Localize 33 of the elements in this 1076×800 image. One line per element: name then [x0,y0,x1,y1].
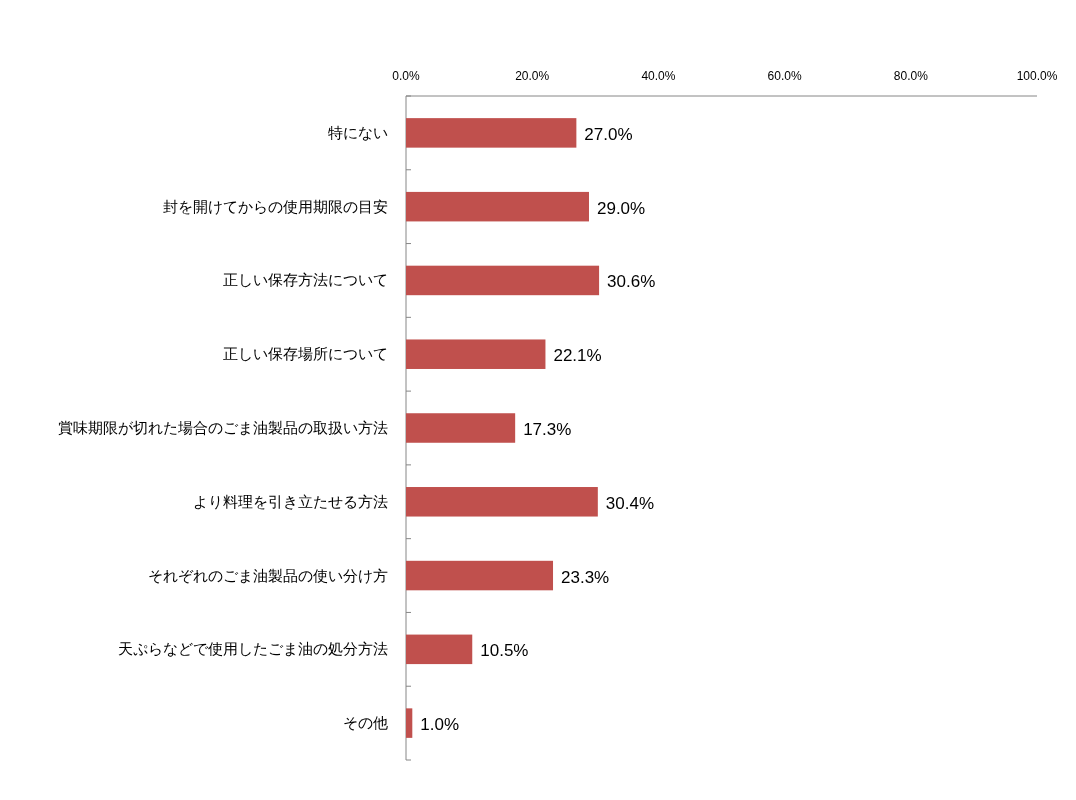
data-label: 22.1% [553,346,602,366]
bar [406,413,516,443]
y-tick-label: 特にない [328,123,388,141]
y-tick-label: それぞれのごま油製品の使い分け方 [148,566,388,584]
bar [406,634,473,665]
x-tick-label: 0.0% [392,69,420,83]
y-tick-label: 天ぷらなどで使用したごま油の処分方法 [118,640,388,658]
data-label: 1.0% [420,715,460,735]
data-label: 23.3% [561,567,610,587]
data-label: 30.6% [607,272,656,292]
data-label: 30.4% [605,493,655,513]
bar [406,708,413,738]
y-tick-label: 賞味期限が切れた場合のごま油製品の取扱い方法 [58,419,388,436]
bar [406,560,554,591]
bar [406,487,598,517]
x-tick-label: 100.0% [1016,69,1058,83]
bar [406,191,589,222]
data-label: 29.0% [596,198,646,218]
bar [406,339,546,369]
x-tick-label: 60.0% [767,69,802,83]
bar [406,118,577,148]
bar [406,265,600,296]
y-tick-label: その他 [343,714,388,732]
x-tick-label: 80.0% [893,69,929,83]
y-tick-label: 封を開けてからの使用期限の目安 [163,197,388,215]
x-tick-label: 20.0% [515,69,550,83]
data-label: 10.5% [480,641,529,661]
data-label: 27.0% [584,124,633,144]
data-label: 17.3% [523,420,572,439]
y-tick-label: 正しい保存方法について [223,271,388,289]
y-tick-label: 正しい保存場所について [223,345,388,363]
x-tick-label: 40.0% [641,69,676,83]
y-tick-label: より料理を引き立たせる方法 [193,492,388,510]
